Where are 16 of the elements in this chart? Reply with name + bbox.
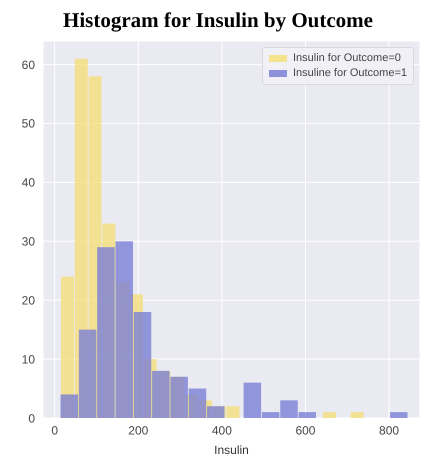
- x-axis-title: Insulin: [214, 443, 249, 457]
- legend-label: Insulin for Outcome=0: [292, 51, 401, 66]
- y-tick-label: 20: [22, 293, 36, 308]
- y-tick-label: 40: [22, 176, 36, 190]
- x-tick-label: 800: [379, 424, 400, 438]
- y-tick-label: 50: [22, 116, 36, 131]
- y-tick-label: 30: [22, 234, 36, 249]
- y-tick-label: 10: [22, 352, 36, 366]
- x-tick-label: 0: [51, 424, 58, 438]
- legend-label: Insuline for Outcome=1: [292, 66, 407, 81]
- x-tick-label: 400: [212, 424, 232, 438]
- chart-title: Histogram for Insulin by Outcome: [62, 8, 374, 34]
- x-tick-label: 600: [295, 424, 316, 438]
- x-tick-label: 200: [128, 424, 149, 438]
- y-tick-label: 0: [28, 411, 36, 426]
- y-tick-label: 60: [22, 58, 36, 72]
